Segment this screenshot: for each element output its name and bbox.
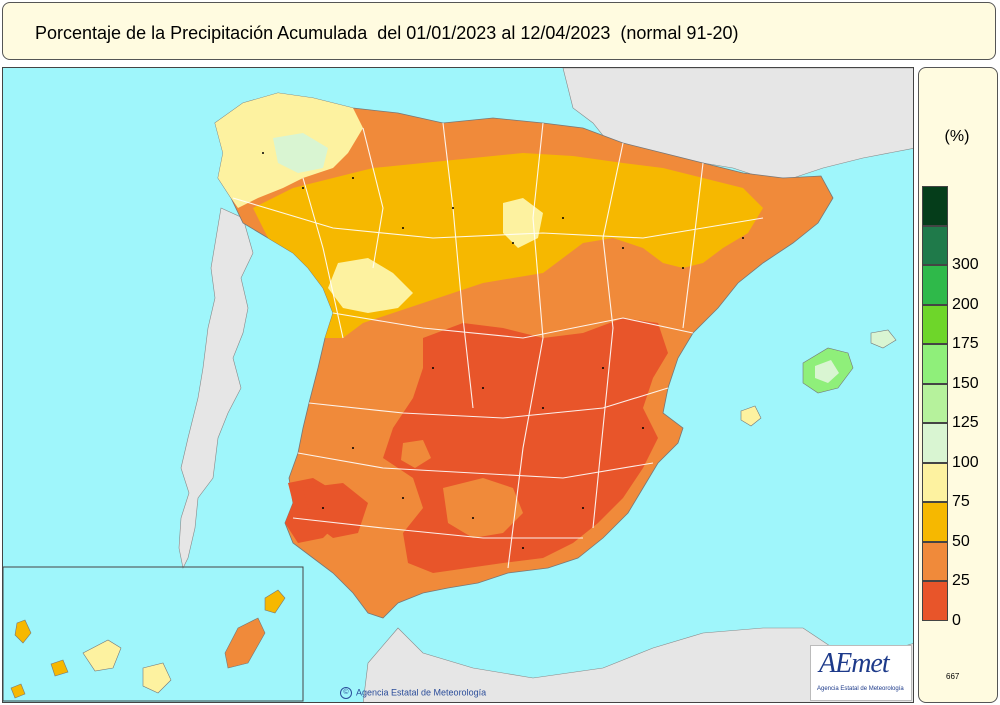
copyright-icon: ©: [340, 687, 352, 699]
canary-tenerife: [82, 639, 122, 672]
legend-panel: (%) 0 25 50 75 100 125 150 175 200 300: [918, 67, 998, 703]
aemet-logo: AEmet Agencia Estatal de Meteorología: [810, 645, 912, 701]
zone-0-25-center: [383, 318, 668, 573]
canary-el-hierro: [10, 683, 26, 699]
legend-label: 100: [952, 453, 979, 471]
canary-gomera: [50, 659, 69, 677]
legend-swatch: [922, 462, 948, 502]
zone-100-125-galicia: [273, 133, 328, 173]
legend-swatch: [922, 344, 948, 384]
legend-swatch: [922, 304, 948, 344]
copyright-text: Agencia Estatal de Meteorología: [356, 687, 487, 698]
canary-lanzarote: [264, 589, 286, 614]
legend-label: 175: [952, 335, 979, 352]
legend-swatch: [922, 225, 948, 265]
map-title: Porcentaje de la Precipitación Acumulada…: [35, 23, 739, 43]
legend-swatch: [922, 502, 948, 542]
zone-75-100-leon: [328, 258, 413, 313]
canary-gran-canaria: [142, 662, 172, 694]
province-borders: [232, 122, 764, 569]
canary-la-palma: [14, 619, 32, 644]
legend-swatch: [922, 383, 948, 423]
copyright-notice: © Agencia Estatal de Meteorología: [340, 687, 486, 699]
legend-swatch: [922, 541, 948, 581]
legend-swatch: [922, 581, 948, 621]
legend-label: 50: [952, 532, 970, 550]
map-code: 667: [946, 672, 960, 681]
zone-25-50-spot: [401, 440, 431, 468]
portugal-land: [178, 207, 254, 569]
legend-label: 125: [952, 414, 979, 431]
legend-unit: (%): [944, 128, 970, 145]
legend-label: 150: [952, 374, 979, 392]
legend-swatch: [922, 265, 948, 305]
precipitation-map: [3, 68, 913, 702]
canary-fuerteventura: [224, 617, 266, 669]
legend-label: 0: [952, 611, 961, 629]
balearic-menorca: [870, 329, 897, 349]
legend-label: 300: [952, 256, 979, 273]
logo-wordmark: AEmet: [819, 648, 890, 679]
station-points: [262, 152, 744, 549]
legend-label: 200: [952, 295, 979, 313]
map-frame: [2, 67, 914, 703]
title-bar: Porcentaje de la Precipitación Acumulada…: [2, 2, 996, 60]
balearic-mallorca-inner: [815, 360, 839, 383]
legend-label: 25: [952, 572, 970, 589]
legend-label: 75: [952, 493, 970, 510]
zone-75-100-burgos: [503, 198, 543, 248]
zone-25-50-andalucia: [443, 478, 523, 538]
balearic-ibiza: [740, 405, 762, 427]
logo-subtitle: Agencia Estatal de Meteorología: [817, 686, 904, 692]
canary-inset-frame: [3, 566, 304, 702]
legend-swatch: [922, 423, 948, 463]
legend-swatch: [922, 186, 948, 226]
